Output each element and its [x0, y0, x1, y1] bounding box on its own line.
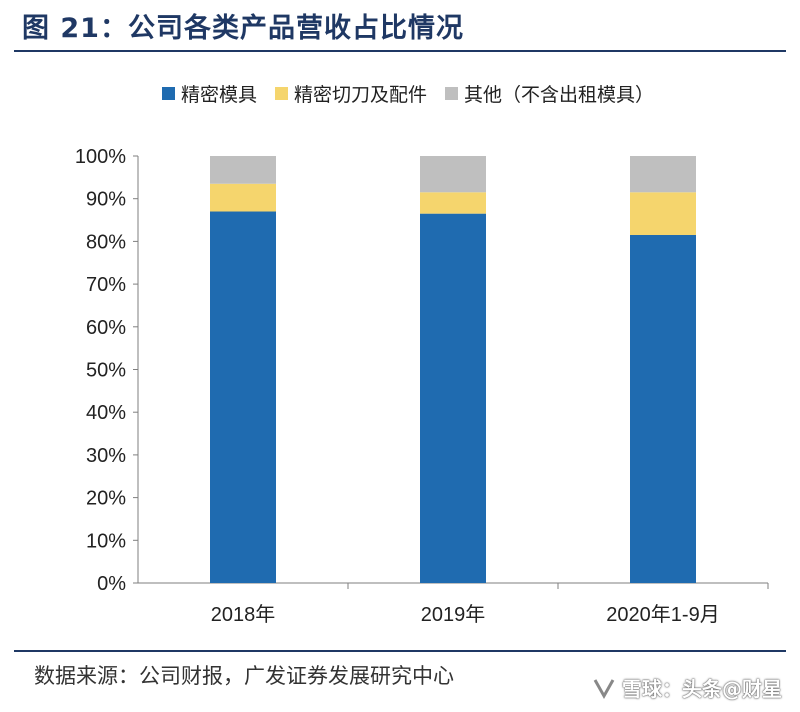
x-tick-label: 2018年	[211, 603, 276, 626]
bar-segment-1-category-2	[420, 213, 486, 583]
x-tick-label: 2019年	[421, 603, 486, 626]
chart-area: 精密模具 精密切刀及配件 其他（不含出租模具） 0% 10% 20% 30% 40% 50…	[0, 60, 800, 650]
watermark-text: 雪球：头条@财星	[622, 677, 782, 701]
legend-swatch-series-3	[445, 87, 459, 100]
stacked-bar-chart: 0% 10% 20% 30% 40% 50% 60% 70% 80% 90% 100% 2018年 20…	[75, 146, 769, 626]
y-tick-label: 70%	[86, 274, 126, 296]
bar-segment-1-category-1	[210, 211, 276, 583]
legend-label-series-3: 其他（不含出租模具）	[464, 84, 655, 106]
source-divider	[14, 650, 786, 652]
data-source-note: 数据来源：公司财报，广发证券发展研究中心	[34, 664, 454, 688]
y-tick-label: 100%	[75, 146, 126, 168]
chart-legend: 精密模具 精密切刀及配件 其他（不含出租模具）	[162, 80, 672, 107]
y-tick-label: 80%	[86, 231, 126, 253]
y-tick-label: 50%	[86, 360, 126, 382]
snowball-logo-icon	[593, 678, 615, 699]
legend-item-series-2: 精密切刀及配件	[275, 80, 427, 107]
bar-segment-2-category-2	[420, 192, 486, 214]
y-tick-label: 20%	[86, 488, 126, 510]
y-tick-label: 90%	[86, 189, 126, 211]
legend-swatch-series-2	[275, 87, 289, 100]
legend-swatch-series-1	[162, 87, 175, 100]
legend-label-series-1: 精密模具	[181, 84, 258, 106]
y-tick-label: 0%	[97, 573, 126, 595]
y-tick-label: 40%	[86, 402, 126, 424]
figure-title: 图 21：公司各类产品营收占比情况	[22, 13, 464, 44]
y-tick-label: 60%	[86, 317, 126, 339]
y-tick-label: 30%	[86, 445, 126, 467]
bar-segment-3-category-2	[420, 156, 486, 193]
bar-segment-2-category-1	[210, 183, 276, 212]
legend-item-series-3: 其他（不含出租模具）	[445, 80, 654, 107]
bar-segment-2-category-3	[630, 192, 696, 235]
x-tick-label: 2020年1-9月	[606, 603, 719, 626]
bar-segment-3-category-1	[210, 156, 276, 184]
y-tick-label: 10%	[86, 530, 126, 552]
watermark: 雪球：头条@财星	[592, 673, 782, 702]
title-divider	[14, 50, 786, 52]
legend-label-series-2: 精密切刀及配件	[294, 84, 428, 106]
legend-item-series-1: 精密模具	[162, 80, 257, 107]
bar-segment-3-category-3	[630, 156, 696, 193]
bar-segment-1-category-3	[630, 234, 696, 583]
